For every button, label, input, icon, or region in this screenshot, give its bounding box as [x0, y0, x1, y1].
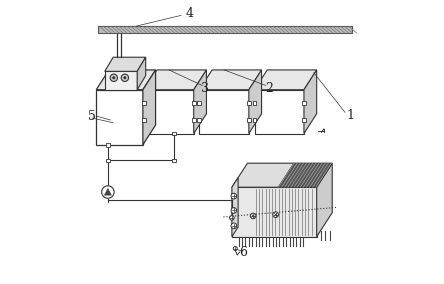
Circle shape — [102, 186, 114, 198]
Polygon shape — [254, 90, 304, 133]
Polygon shape — [192, 118, 196, 122]
Text: 3: 3 — [201, 82, 209, 95]
Polygon shape — [172, 132, 176, 135]
Circle shape — [121, 74, 129, 82]
Polygon shape — [302, 118, 306, 122]
Text: 6: 6 — [239, 246, 247, 259]
Text: 4: 4 — [186, 7, 194, 20]
Text: 2: 2 — [265, 82, 273, 95]
Polygon shape — [172, 159, 176, 162]
Polygon shape — [254, 70, 317, 90]
Polygon shape — [104, 189, 111, 195]
Polygon shape — [247, 101, 251, 105]
Polygon shape — [304, 70, 317, 133]
Polygon shape — [232, 187, 317, 237]
Polygon shape — [194, 70, 206, 133]
Circle shape — [273, 212, 278, 218]
Bar — [98, 26, 352, 33]
Polygon shape — [143, 101, 146, 105]
Polygon shape — [199, 70, 262, 90]
Circle shape — [113, 77, 115, 79]
Polygon shape — [96, 70, 155, 90]
Polygon shape — [198, 101, 202, 105]
Polygon shape — [144, 90, 194, 133]
Polygon shape — [278, 163, 332, 187]
Polygon shape — [317, 163, 332, 237]
Polygon shape — [105, 71, 137, 90]
Circle shape — [231, 208, 237, 213]
Polygon shape — [105, 57, 146, 71]
Polygon shape — [198, 118, 202, 122]
Polygon shape — [143, 118, 146, 122]
Polygon shape — [247, 118, 251, 122]
Circle shape — [231, 223, 237, 229]
Circle shape — [233, 247, 237, 250]
Polygon shape — [302, 101, 306, 105]
Circle shape — [231, 193, 237, 199]
Polygon shape — [144, 70, 206, 90]
Circle shape — [250, 213, 256, 219]
Polygon shape — [253, 101, 257, 105]
Circle shape — [110, 74, 118, 82]
Text: 5: 5 — [88, 110, 96, 123]
Polygon shape — [137, 57, 146, 90]
Polygon shape — [232, 178, 238, 237]
Polygon shape — [106, 143, 110, 147]
Polygon shape — [106, 159, 110, 162]
Circle shape — [230, 216, 234, 220]
Polygon shape — [232, 163, 294, 187]
Polygon shape — [199, 90, 249, 133]
Polygon shape — [192, 101, 196, 105]
Text: 1: 1 — [347, 109, 355, 122]
Polygon shape — [143, 70, 155, 145]
Circle shape — [124, 77, 126, 79]
Polygon shape — [96, 90, 143, 145]
Polygon shape — [253, 118, 257, 122]
Polygon shape — [249, 70, 262, 133]
